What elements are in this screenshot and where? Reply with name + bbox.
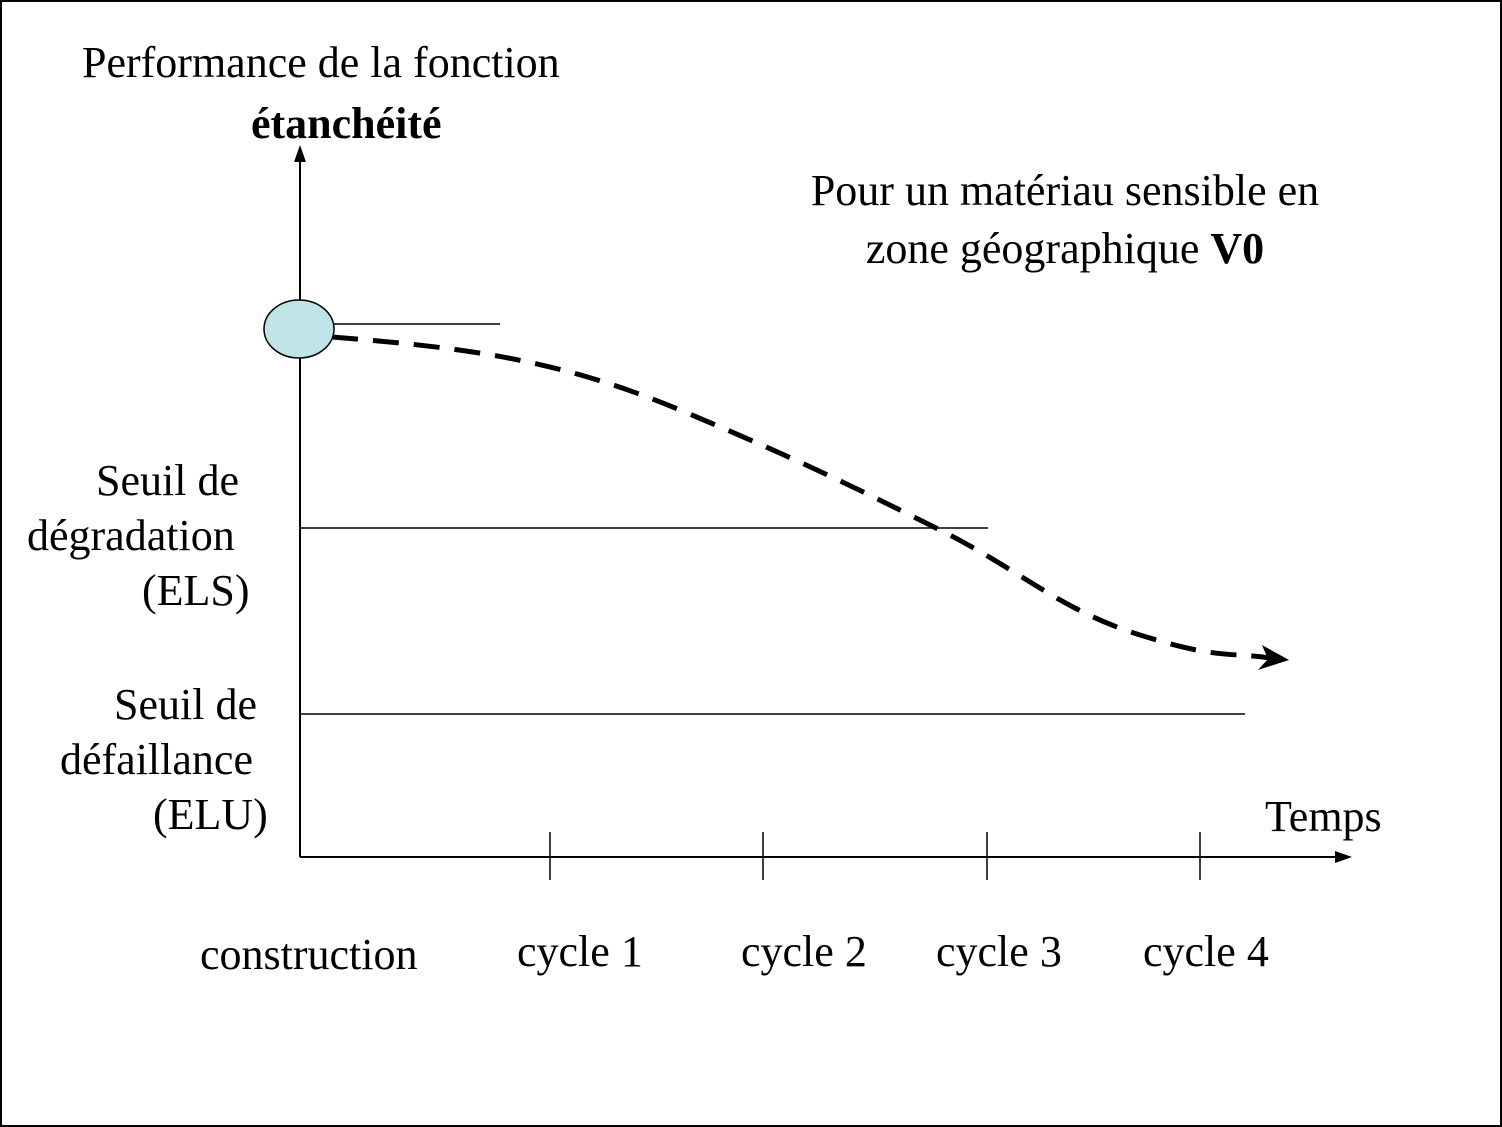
y-axis-arrowhead bbox=[294, 145, 306, 162]
initial-performance-marker bbox=[263, 299, 335, 359]
y-axis-title-line2: étanchéité bbox=[251, 99, 442, 148]
x-label-cycle-2: cycle 2 bbox=[741, 927, 867, 976]
x-label-cycle-3: cycle 3 bbox=[936, 927, 1062, 976]
degradation-curve bbox=[331, 334, 1271, 661]
x-label-cycle-4: cycle 4 bbox=[1143, 927, 1269, 976]
x-axis-title: Temps bbox=[1265, 792, 1382, 841]
x-label-cycle-1: cycle 1 bbox=[517, 927, 643, 976]
x-axis-arrowhead bbox=[1335, 851, 1352, 863]
els-label-line3: (ELS) bbox=[142, 566, 250, 615]
els-label-line2: dégradation bbox=[27, 511, 235, 560]
elu-label-line2: défaillance bbox=[60, 735, 253, 784]
elu-label-line1: Seuil de bbox=[114, 680, 257, 729]
els-label-line1: Seuil de bbox=[96, 456, 239, 505]
annotation-line2: zone géographique V0 bbox=[760, 222, 1370, 276]
elu-label-line3: (ELU) bbox=[153, 790, 268, 839]
x-label-construction: construction bbox=[200, 930, 418, 979]
annotation-line1: Pour un matériau sensible en bbox=[810, 166, 1320, 215]
y-axis-title-line1: Performance de la fonction bbox=[82, 38, 560, 87]
degradation-curve-arrowhead bbox=[1258, 645, 1289, 670]
annotation-line2-text: zone géographique bbox=[865, 224, 1211, 273]
annotation-zone-code: V0 bbox=[1210, 224, 1265, 273]
